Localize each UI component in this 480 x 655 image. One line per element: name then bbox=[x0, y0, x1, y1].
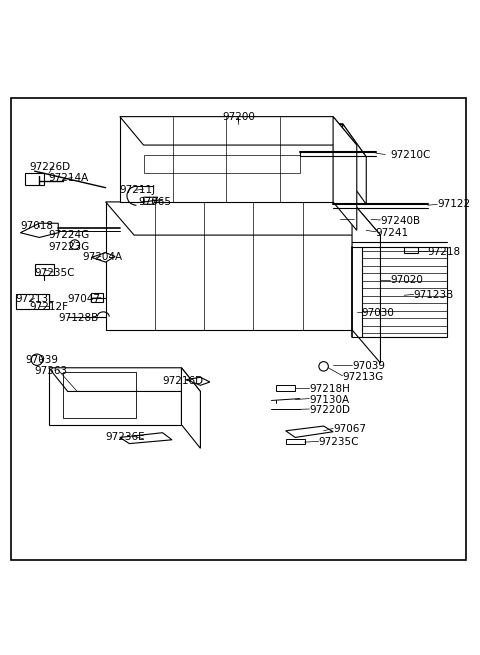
Text: 97235C: 97235C bbox=[35, 268, 75, 278]
Text: 97020: 97020 bbox=[390, 275, 423, 285]
Polygon shape bbox=[120, 117, 357, 145]
Bar bbox=[286, 440, 305, 444]
Ellipse shape bbox=[340, 217, 354, 222]
Text: 97047: 97047 bbox=[68, 294, 101, 304]
Text: 97223G: 97223G bbox=[49, 242, 90, 252]
Text: 97200: 97200 bbox=[222, 111, 255, 122]
Text: 97224G: 97224G bbox=[49, 230, 90, 240]
Text: 97212F: 97212F bbox=[30, 302, 69, 312]
Circle shape bbox=[70, 240, 80, 250]
Polygon shape bbox=[144, 197, 158, 204]
Polygon shape bbox=[286, 426, 333, 438]
Bar bbox=[404, 247, 419, 253]
Text: 97226D: 97226D bbox=[30, 162, 71, 172]
Bar bbox=[63, 372, 136, 417]
Text: 97235C: 97235C bbox=[319, 437, 360, 447]
Text: 97204A: 97204A bbox=[82, 252, 122, 263]
Polygon shape bbox=[163, 128, 340, 152]
Polygon shape bbox=[144, 124, 343, 171]
Text: 97214A: 97214A bbox=[49, 173, 89, 183]
Polygon shape bbox=[120, 117, 333, 202]
Circle shape bbox=[31, 354, 43, 365]
Bar bbox=[361, 247, 447, 337]
Text: 97240B: 97240B bbox=[381, 216, 420, 226]
Polygon shape bbox=[91, 253, 115, 262]
Polygon shape bbox=[49, 367, 181, 424]
Text: 97211J: 97211J bbox=[120, 185, 156, 195]
Polygon shape bbox=[49, 367, 201, 392]
Bar bbox=[144, 155, 300, 174]
Text: 97130A: 97130A bbox=[310, 394, 349, 405]
Text: 97213G: 97213G bbox=[343, 372, 384, 382]
Bar bbox=[163, 128, 324, 166]
Circle shape bbox=[319, 362, 328, 371]
Text: 97018: 97018 bbox=[20, 221, 53, 231]
Bar bbox=[91, 293, 103, 303]
Bar bbox=[16, 294, 49, 309]
Text: 97039: 97039 bbox=[352, 362, 385, 371]
Polygon shape bbox=[186, 377, 210, 385]
Bar bbox=[25, 174, 44, 185]
Polygon shape bbox=[120, 433, 172, 443]
Polygon shape bbox=[181, 367, 201, 448]
Text: 97210C: 97210C bbox=[390, 149, 431, 160]
Text: 97122: 97122 bbox=[437, 199, 470, 210]
Text: 97241: 97241 bbox=[376, 228, 409, 238]
Text: 97128B: 97128B bbox=[58, 313, 98, 323]
Polygon shape bbox=[333, 117, 357, 231]
Text: 97067: 97067 bbox=[333, 424, 366, 434]
Bar bbox=[276, 385, 295, 390]
Ellipse shape bbox=[351, 228, 363, 233]
Polygon shape bbox=[352, 202, 381, 363]
Polygon shape bbox=[20, 223, 58, 238]
Polygon shape bbox=[144, 124, 366, 157]
Polygon shape bbox=[106, 202, 352, 330]
Bar bbox=[35, 263, 53, 275]
Text: 97213L: 97213L bbox=[16, 294, 54, 304]
Polygon shape bbox=[106, 202, 381, 235]
Text: 97218: 97218 bbox=[428, 247, 461, 257]
Text: 97216D: 97216D bbox=[163, 376, 204, 386]
Polygon shape bbox=[343, 124, 366, 204]
Text: 97123B: 97123B bbox=[414, 290, 454, 300]
Text: 97039: 97039 bbox=[25, 355, 58, 365]
Bar bbox=[276, 149, 305, 158]
Text: 97236E: 97236E bbox=[106, 432, 145, 442]
Text: 97363: 97363 bbox=[35, 366, 68, 376]
Text: 97218H: 97218H bbox=[310, 384, 350, 394]
Text: 97065: 97065 bbox=[139, 197, 172, 207]
Text: 97030: 97030 bbox=[361, 309, 395, 318]
Text: 97220D: 97220D bbox=[310, 405, 350, 415]
